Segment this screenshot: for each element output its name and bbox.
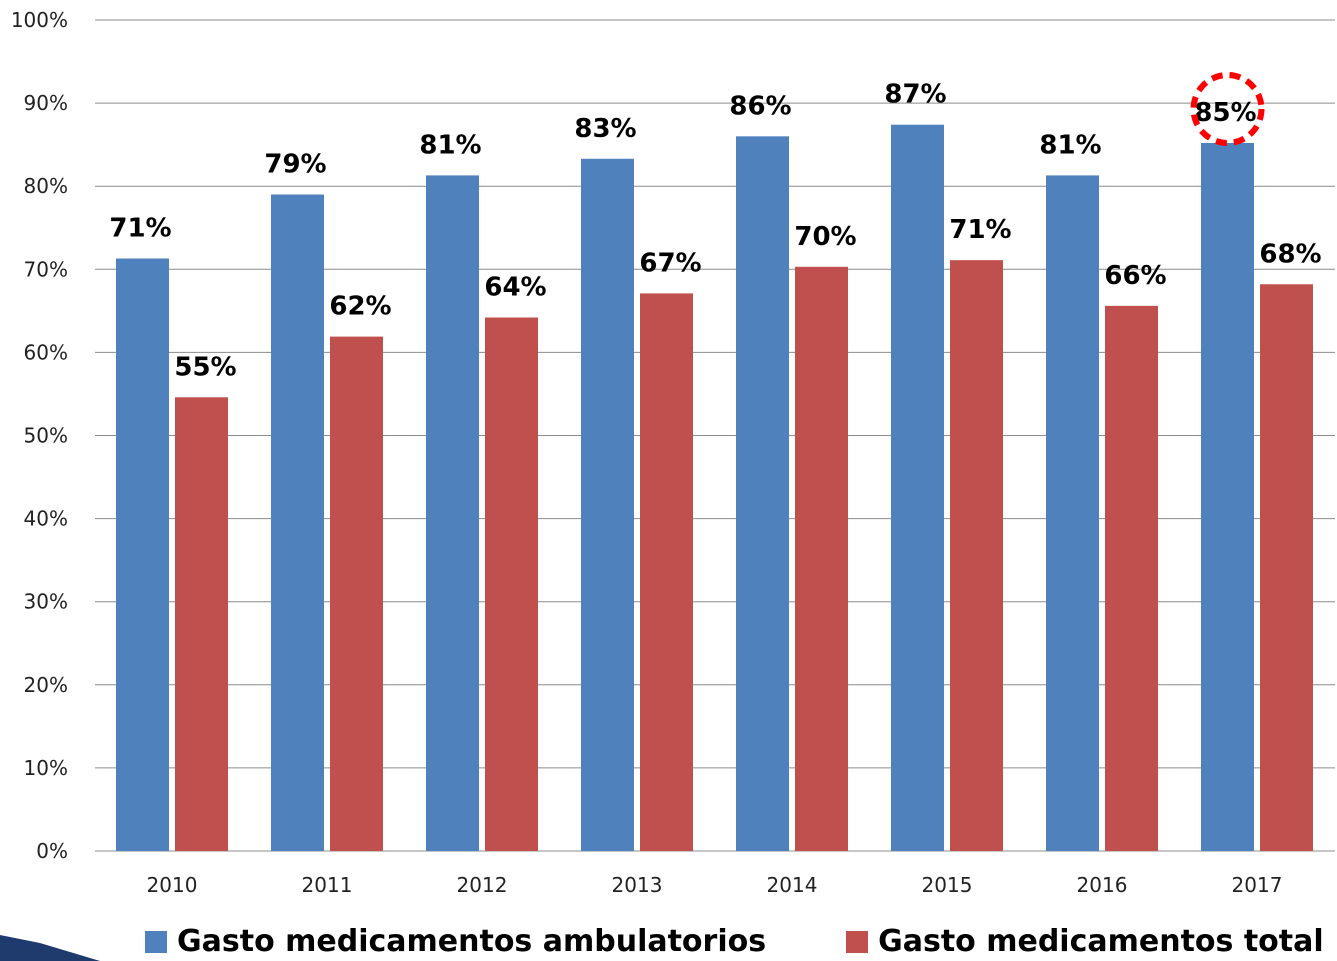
data-label-2010-ambulatorios: 71%	[109, 213, 171, 243]
bar-chart: 0% 10% 20% 30% 40% 50% 60% 70% 80% 90% 100% 71% 55%…	[11, 8, 1335, 897]
data-label-2011-ambulatorios: 79%	[264, 150, 326, 180]
data-label-2012-total: 64%	[484, 272, 546, 302]
y-tick-label: 70%	[24, 257, 68, 281]
data-label-2017-ambulatorios: 85%	[1194, 98, 1256, 128]
y-tick-label: 10%	[24, 756, 68, 780]
data-label-2017-total: 68%	[1259, 239, 1321, 269]
y-tick-label: 30%	[24, 590, 68, 614]
x-tick-label: 2015	[922, 873, 973, 897]
bar-2015-ambulatorios	[891, 124, 944, 852]
x-tick-label: 2016	[1077, 873, 1128, 897]
data-label-2013-ambulatorios: 83%	[574, 114, 636, 144]
legend-swatch-total	[846, 930, 869, 953]
legend-swatch-ambulatorios	[145, 930, 167, 953]
data-labels: 71% 55% 79% 62% 81% 64% 83% 67% 86% 70% 87% 71% 81% 6…	[109, 80, 1321, 383]
y-axis-tick-labels: 0% 10% 20% 30% 40% 50% 60% 70% 80% 90% 100%	[11, 8, 68, 863]
bar-2010-ambulatorios	[116, 258, 169, 851]
bar-2017-ambulatorios	[1201, 142, 1254, 851]
x-tick-label: 2012	[457, 873, 508, 897]
bars	[116, 124, 1313, 852]
data-label-2012-ambulatorios: 81%	[419, 130, 481, 160]
bar-2011-total	[330, 336, 383, 852]
legend-label-ambulatorios: Gasto medicamentos ambulatorios	[177, 924, 767, 959]
y-tick-label: 40%	[24, 507, 68, 531]
data-label-2010-total: 55%	[174, 352, 236, 382]
y-tick-label: 0%	[36, 839, 68, 863]
x-tick-label: 2014	[767, 873, 818, 897]
bar-2016-total	[1105, 305, 1158, 851]
bar-2016-ambulatorios	[1046, 175, 1099, 852]
legend-label-total: Gasto medicamentos total	[878, 924, 1324, 959]
x-tick-label: 2017	[1232, 873, 1283, 897]
data-label-2014-total: 70%	[794, 222, 856, 252]
arrow-shape-icon	[0, 935, 100, 961]
y-tick-label: 50%	[24, 424, 68, 448]
x-axis-tick-labels: 2010 2011 2012 2013 2014 2015 2016 2017	[147, 873, 1283, 897]
data-label-2011-total: 62%	[329, 292, 391, 322]
y-tick-label: 80%	[24, 174, 68, 198]
y-tick-label: 90%	[24, 91, 68, 115]
y-tick-label: 100%	[11, 8, 68, 32]
bar-2013-ambulatorios	[581, 158, 634, 852]
x-tick-label: 2013	[612, 873, 663, 897]
legend-item-ambulatorios: Gasto medicamentos ambulatorios	[145, 924, 766, 959]
legend: Gasto medicamentos ambulatorios Gasto me…	[145, 924, 1324, 959]
bar-2013-total	[640, 293, 693, 851]
data-label-2013-total: 67%	[639, 248, 701, 278]
data-label-2015-ambulatorios: 87%	[884, 80, 946, 110]
bar-2014-total	[795, 266, 848, 851]
data-label-2015-total: 71%	[949, 215, 1011, 245]
bar-2010-total	[175, 397, 228, 851]
data-label-2016-total: 66%	[1104, 261, 1166, 291]
bar-2017-total	[1260, 284, 1313, 851]
y-tick-label: 60%	[24, 340, 68, 364]
bar-2012-ambulatorios	[426, 175, 479, 852]
bar-2015-total	[950, 260, 1003, 851]
bar-2012-total	[485, 317, 538, 851]
bar-2011-ambulatorios	[271, 194, 324, 851]
legend-item-total: Gasto medicamentos total	[846, 924, 1324, 959]
bar-2014-ambulatorios	[736, 136, 789, 852]
y-tick-label: 20%	[24, 673, 68, 697]
x-tick-label: 2010	[147, 873, 198, 897]
x-tick-label: 2011	[302, 873, 353, 897]
data-label-2014-ambulatorios: 86%	[729, 91, 791, 121]
data-label-2016-ambulatorios: 81%	[1039, 130, 1101, 160]
